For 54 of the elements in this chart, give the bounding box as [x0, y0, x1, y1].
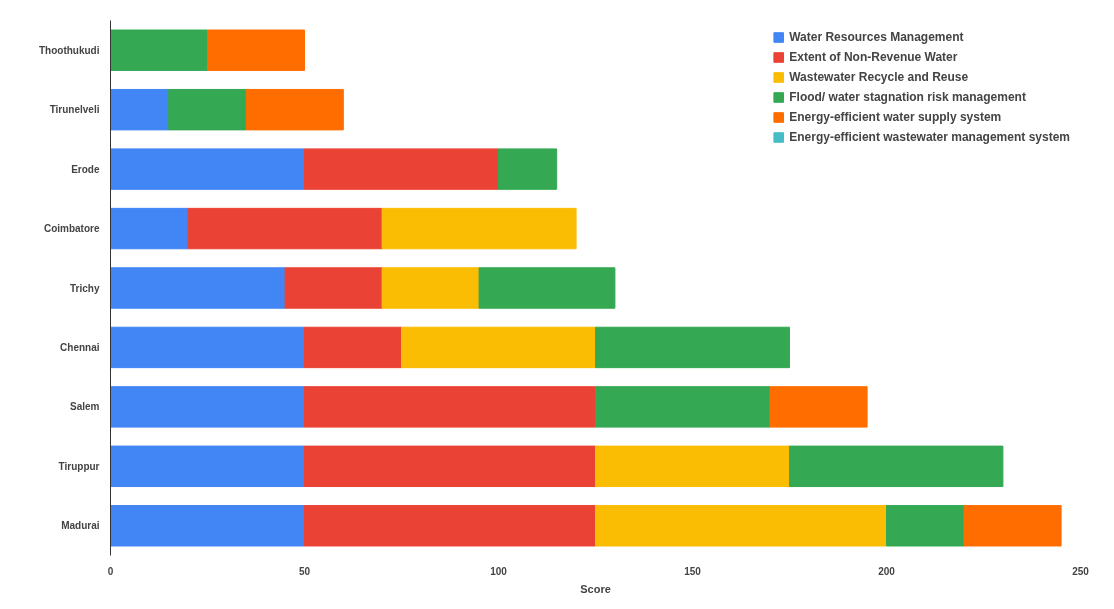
x-tick-label: 250 — [1072, 565, 1090, 577]
bar — [595, 445, 790, 488]
x-axis-title: Score — [580, 582, 611, 595]
x-tick-label: 0 — [107, 565, 114, 577]
bar — [595, 326, 790, 369]
y-tick-label: Thoothukudi — [38, 44, 100, 56]
bar — [207, 29, 305, 71]
bar — [304, 148, 499, 190]
legend-label: Energy-efficient water supply system — [789, 110, 1002, 124]
bar — [245, 88, 344, 131]
bar — [284, 267, 383, 309]
bar — [187, 207, 383, 250]
bar — [304, 505, 596, 547]
y-tick-label: Coimbatore — [43, 223, 100, 235]
bar — [304, 386, 596, 428]
bar — [498, 148, 558, 190]
x-tick-label: 50 — [298, 565, 311, 577]
legend-label: Wastewater Recycle and Reuse — [789, 70, 969, 84]
bar — [304, 326, 402, 369]
bar — [110, 267, 286, 309]
legend-label: Water Resources Management — [789, 30, 964, 44]
bar — [110, 505, 305, 547]
bar — [595, 505, 887, 547]
bar — [304, 445, 596, 488]
bar — [381, 207, 577, 250]
legend-label: Energy-efficient wastewater management system — [789, 130, 1070, 144]
bar — [886, 505, 965, 547]
y-tick-label: Tirunelveli — [49, 104, 100, 116]
bar — [110, 445, 305, 488]
bar — [595, 386, 771, 428]
bar — [110, 88, 170, 131]
y-tick-label: Salem — [70, 401, 100, 413]
bar — [168, 88, 247, 131]
y-tick-label: Chennai — [60, 341, 100, 353]
x-tick-label: 150 — [684, 565, 702, 577]
bar — [401, 326, 596, 369]
y-tick-label: Erode — [71, 163, 100, 175]
bar — [381, 267, 480, 309]
y-tick-label: Tiruppur — [58, 460, 100, 472]
bar — [963, 505, 1062, 547]
bar — [110, 29, 208, 71]
bar — [110, 326, 305, 369]
bar — [110, 207, 189, 250]
legend-label: Flood/ water stagnation risk management — [789, 90, 1026, 104]
bar — [769, 386, 868, 428]
x-tick-label: 100 — [490, 565, 508, 577]
legend-label: Extent of Non-Revenue Water — [789, 50, 958, 64]
bar — [110, 386, 305, 428]
y-tick-label: Madurai — [61, 520, 100, 532]
bar — [110, 148, 305, 190]
bar — [478, 267, 616, 309]
y-tick-label: Trichy — [70, 282, 100, 294]
x-tick-label: 200 — [878, 565, 896, 577]
bar — [789, 445, 1004, 488]
